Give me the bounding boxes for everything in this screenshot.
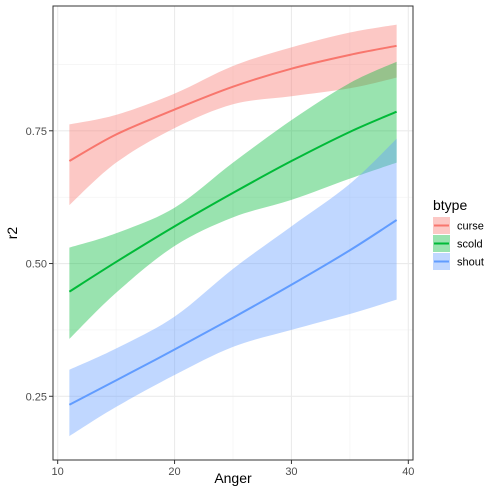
- legend-label-scold: scold: [457, 239, 483, 251]
- legend-title: btype: [433, 197, 467, 213]
- x-axis-title: Anger: [214, 470, 252, 486]
- legend-label-curse: curse: [457, 221, 484, 233]
- x-tick-label: 30: [285, 466, 297, 478]
- y-axis: 0.25 0.50 0.75: [26, 126, 53, 403]
- y-axis-title: r2: [4, 227, 20, 240]
- major-gridlines: [53, 6, 413, 460]
- y-tick-label: 0.75: [26, 126, 47, 138]
- minor-gridlines: [53, 6, 413, 460]
- line-scold: [68, 110, 398, 293]
- x-tick-label: 20: [168, 466, 180, 478]
- y-tick-label: 0.50: [26, 259, 47, 271]
- x-tick-label: 10: [52, 466, 64, 478]
- series-lines: [68, 44, 398, 406]
- plot-border: [52, 5, 414, 461]
- x-axis: 10 20 30 40: [52, 460, 414, 478]
- y-tick-label: 0.25: [26, 391, 47, 403]
- x-tick-label: 40: [402, 466, 414, 478]
- ribbon-scold: [69, 61, 397, 339]
- legend-label-shout: shout: [457, 257, 484, 269]
- legend: btype curse scold shout: [433, 197, 484, 270]
- line-curse: [68, 44, 397, 162]
- line-shout: [68, 219, 398, 406]
- ribbon-curse: [69, 24, 397, 206]
